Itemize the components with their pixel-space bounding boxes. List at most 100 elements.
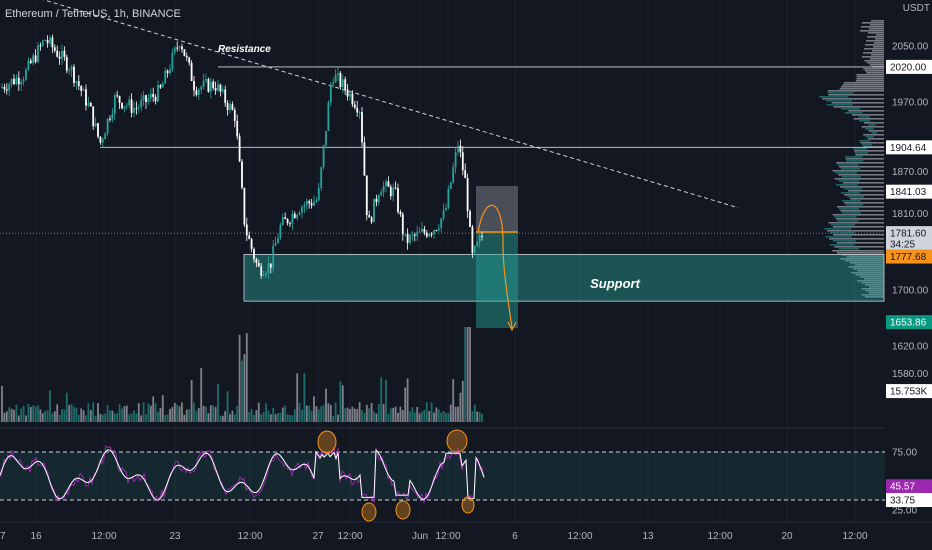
candle-body bbox=[207, 79, 210, 92]
time-tick: 20 bbox=[781, 531, 793, 542]
volume-bar bbox=[365, 404, 368, 422]
candle-body bbox=[130, 99, 133, 113]
candle-body bbox=[435, 230, 438, 232]
candle-body bbox=[159, 85, 162, 88]
candle-body bbox=[286, 219, 289, 224]
candle-body bbox=[346, 89, 349, 97]
volume-profile-bar bbox=[839, 166, 884, 168]
price-badge bbox=[886, 226, 932, 241]
volume-bar bbox=[370, 402, 373, 422]
volume-bar bbox=[358, 402, 361, 422]
volume-profile-bar bbox=[865, 290, 884, 292]
candlesticks[interactable] bbox=[1, 34, 483, 280]
candle-body bbox=[221, 89, 224, 92]
candle-body bbox=[15, 77, 18, 85]
candle-body bbox=[313, 201, 315, 206]
candle-body bbox=[20, 81, 23, 85]
volume-profile-bar bbox=[867, 62, 884, 64]
candle-body bbox=[445, 207, 447, 211]
volume-bar bbox=[428, 411, 431, 422]
price-axis[interactable]: 2050.00 1970.00 1870.00 1810.00 1700.00 1620.… bbox=[885, 0, 932, 550]
volume-profile-bar bbox=[867, 36, 884, 38]
volume-bar bbox=[325, 388, 327, 422]
price-tick: 1580.00 bbox=[892, 369, 929, 380]
volume-bar bbox=[200, 367, 203, 422]
volume-bar bbox=[481, 413, 483, 422]
volume-bar bbox=[37, 405, 39, 422]
candle-body bbox=[200, 86, 203, 90]
volume-bar bbox=[229, 414, 231, 422]
candle-body bbox=[209, 81, 212, 92]
volume-profile-bar bbox=[866, 40, 884, 42]
candle-body bbox=[257, 262, 260, 267]
candle-body bbox=[301, 206, 303, 213]
volume-bar bbox=[226, 391, 229, 422]
volume-profile-bar bbox=[853, 118, 884, 120]
volume-profile-bar bbox=[868, 130, 884, 132]
volume-profile-bar bbox=[861, 126, 884, 128]
volume-profile-bar bbox=[819, 96, 849, 98]
candle-body bbox=[322, 145, 325, 168]
volume-bar bbox=[421, 411, 423, 422]
candle-body bbox=[27, 60, 30, 70]
volume-bar bbox=[265, 403, 267, 422]
candle-body bbox=[10, 78, 13, 85]
volume-profile-bar bbox=[828, 222, 884, 224]
volume-bar bbox=[317, 409, 320, 422]
candle-body bbox=[351, 93, 354, 105]
time-axis[interactable]: 16 12:00 23 12:00 27 12:00 Jun 12:00 6 12:00 13 12:… bbox=[0, 521, 932, 542]
volume-profile-bar bbox=[855, 274, 884, 276]
volume-profile-bar bbox=[833, 106, 884, 108]
candle-body bbox=[236, 120, 239, 137]
volume-profile-bar bbox=[840, 258, 884, 260]
candle-body bbox=[265, 273, 267, 276]
volume-profile-bar bbox=[846, 160, 864, 162]
volume-profile-bar bbox=[869, 286, 884, 288]
candle-body bbox=[89, 102, 92, 107]
volume-bar bbox=[435, 407, 438, 422]
price-tick: 1810.00 bbox=[892, 209, 929, 220]
volume-bar bbox=[13, 409, 15, 422]
volume-profile-bar bbox=[856, 76, 884, 78]
candle-body bbox=[135, 108, 138, 110]
volume-profile-bar bbox=[829, 238, 884, 240]
volume-profile-bar bbox=[853, 268, 884, 270]
support-zone bbox=[243, 254, 885, 302]
candle-body bbox=[68, 70, 71, 72]
volume-bar bbox=[423, 409, 426, 422]
volume-profile-bar bbox=[866, 72, 884, 74]
volume-bar bbox=[22, 405, 25, 422]
volume-bar bbox=[334, 402, 337, 422]
volume-profile-bar bbox=[871, 132, 878, 134]
candle-body bbox=[459, 145, 462, 153]
candle-body bbox=[109, 118, 111, 120]
volume-bar bbox=[65, 392, 68, 422]
price-axis-bg bbox=[885, 0, 932, 550]
candle-body bbox=[329, 84, 332, 103]
candle-body bbox=[269, 263, 272, 268]
volume-bar bbox=[257, 402, 260, 422]
volume-bar bbox=[56, 404, 59, 422]
candle-body bbox=[457, 145, 459, 153]
volume-profile-bar bbox=[838, 248, 860, 250]
volume-bar bbox=[243, 354, 246, 422]
candle-body bbox=[190, 62, 193, 82]
volume-bar bbox=[473, 404, 476, 422]
candle-body bbox=[149, 93, 152, 99]
candle-body bbox=[469, 211, 471, 227]
volume-profile-bar bbox=[865, 284, 884, 286]
candle-body bbox=[85, 89, 87, 106]
price-badge-label: 1781.60 bbox=[890, 229, 927, 240]
volume-profile-bar bbox=[843, 82, 884, 84]
volume-profile-bar bbox=[870, 58, 884, 60]
candle-body bbox=[25, 69, 27, 80]
volume-bar bbox=[392, 407, 395, 422]
volume-profile-bar bbox=[841, 176, 861, 178]
candle-body bbox=[46, 40, 49, 44]
candle-body bbox=[389, 186, 392, 197]
volume-bar bbox=[346, 407, 349, 422]
volume-bar bbox=[10, 408, 13, 422]
price-badge-label: 1653.86 bbox=[890, 318, 927, 329]
volume-bar bbox=[34, 406, 37, 422]
